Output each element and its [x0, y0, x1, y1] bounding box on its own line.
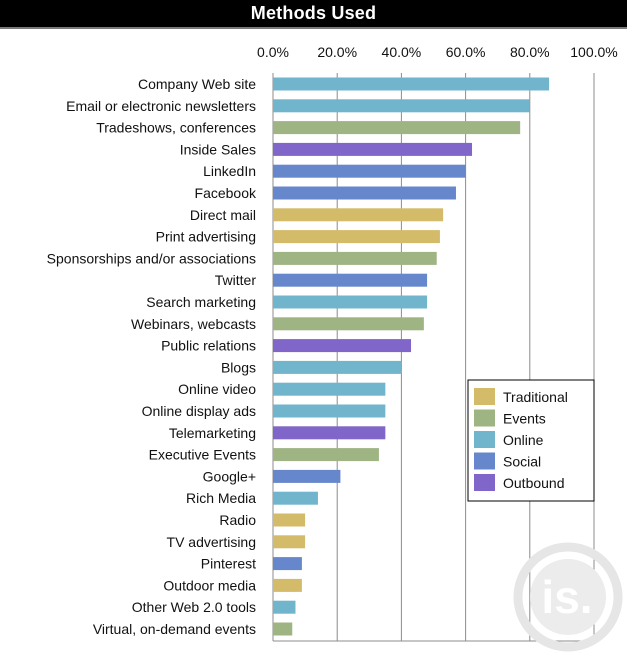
category-label: Sponsorships and/or associations	[47, 250, 256, 266]
category-label: Email or electronic newsletters	[66, 98, 256, 114]
bar	[273, 208, 444, 222]
category-label: Webinars, webcasts	[131, 316, 256, 332]
legend-label: Events	[503, 411, 546, 427]
legend-label: Online	[503, 432, 544, 448]
category-label: Outdoor media	[163, 577, 256, 593]
x-tick-label: 60.0%	[446, 44, 486, 60]
bar	[273, 404, 386, 418]
bar	[273, 578, 302, 592]
bar	[273, 448, 379, 462]
legend-swatch	[474, 409, 495, 427]
x-tick-label: 100.0%	[570, 44, 617, 60]
x-tick-label: 20.0%	[317, 44, 357, 60]
bar	[273, 600, 296, 614]
category-label: Radio	[219, 512, 256, 528]
legend-label: Social	[503, 454, 541, 470]
bar	[273, 77, 550, 91]
bar	[273, 317, 424, 331]
category-label: Search marketing	[146, 294, 256, 310]
bar	[273, 491, 318, 505]
category-label: Rich Media	[186, 490, 256, 506]
bar	[273, 142, 473, 156]
category-label: Direct mail	[190, 207, 256, 223]
x-axis-tick-labels: 0.0% 20.0% 40.0% 60.0% 80.0% 100.0%	[257, 44, 618, 60]
legend-label: Traditional	[503, 389, 568, 405]
category-label: Telemarketing	[169, 425, 256, 441]
category-label: Print advertising	[156, 229, 256, 245]
bar	[273, 273, 428, 287]
category-label: Public relations	[161, 338, 256, 354]
x-tick-label: 0.0%	[257, 44, 289, 60]
bars	[273, 77, 550, 636]
bar	[273, 426, 386, 440]
category-label: LinkedIn	[203, 163, 256, 179]
category-label: Online display ads	[142, 403, 256, 419]
chart-title: Methods Used	[250, 3, 377, 23]
category-label: Virtual, on-demand events	[93, 621, 256, 637]
bar-chart: 0.0% 20.0% 40.0% 60.0% 80.0% 100.0% Company W…	[47, 44, 618, 642]
legend-swatch	[474, 431, 495, 448]
x-tick-label: 80.0%	[510, 44, 550, 60]
category-label: Twitter	[215, 272, 257, 288]
bar	[273, 360, 402, 374]
legend-swatch	[474, 388, 495, 405]
category-label: Company Web site	[138, 76, 256, 92]
bar	[273, 622, 293, 636]
chart-title-bar: Methods Used	[0, 0, 627, 29]
bar	[273, 535, 306, 549]
bar	[273, 382, 386, 396]
bar	[273, 99, 530, 113]
category-label: Tradeshows, conferences	[96, 120, 256, 136]
bar	[273, 121, 521, 135]
bar	[273, 513, 306, 527]
category-label: Pinterest	[201, 556, 256, 572]
legend-swatch	[474, 452, 495, 470]
category-label: TV advertising	[167, 534, 256, 550]
bar	[273, 164, 466, 178]
category-label: Other Web 2.0 tools	[132, 599, 256, 615]
legend-label: Outbound	[503, 475, 565, 491]
bar	[273, 186, 456, 200]
svg-text:is.: is.	[541, 571, 592, 623]
legend-swatch	[474, 474, 495, 491]
category-label: Google+	[203, 468, 256, 484]
category-labels: Company Web site Email or electronic news…	[47, 76, 257, 637]
category-label: Facebook	[195, 185, 257, 201]
category-label: Online video	[178, 381, 256, 397]
bar	[273, 295, 428, 309]
bar	[273, 557, 302, 571]
x-tick-label: 40.0%	[382, 44, 422, 60]
legend: Traditional Events Online Social Outbound	[467, 379, 595, 502]
bar	[273, 230, 440, 244]
is-logo-watermark: is.	[513, 542, 623, 652]
category-label: Inside Sales	[180, 141, 256, 157]
bar	[273, 251, 437, 265]
category-label: Executive Events	[149, 447, 256, 463]
bar	[273, 469, 341, 483]
category-label: Blogs	[221, 359, 256, 375]
bar	[273, 339, 412, 353]
